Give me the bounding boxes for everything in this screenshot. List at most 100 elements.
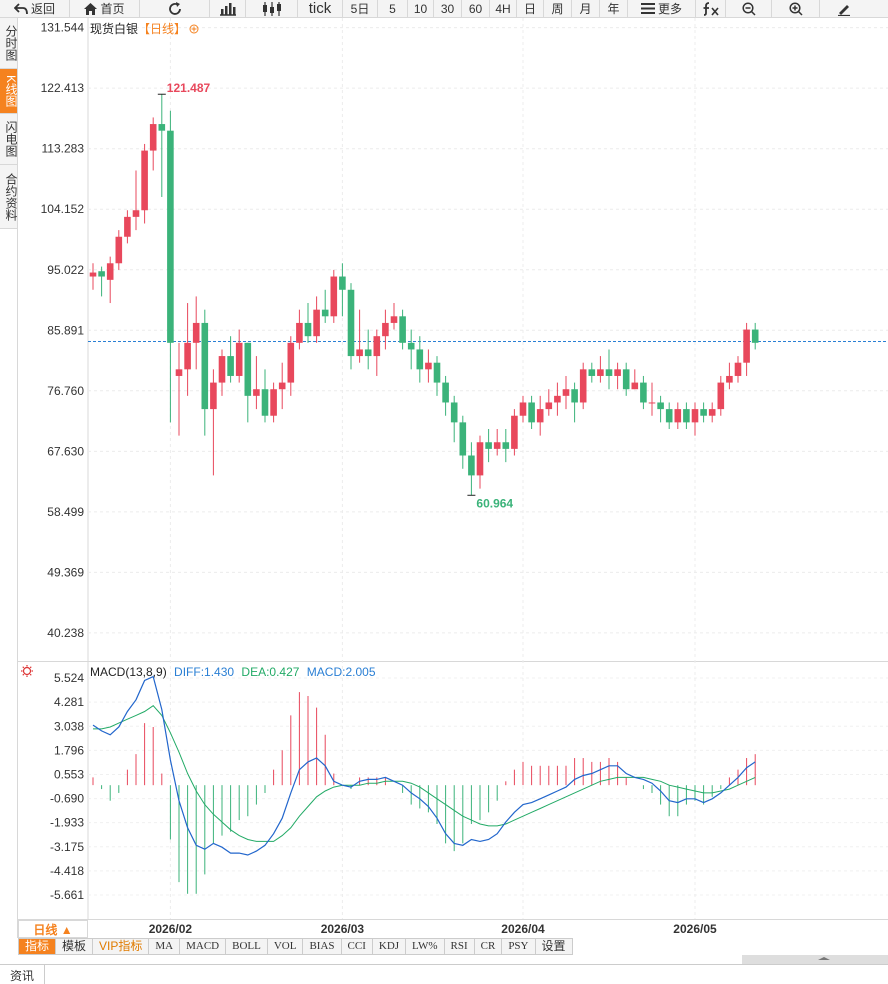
candle-body <box>278 382 286 390</box>
settings-gear-tooth <box>22 673 25 676</box>
indicator-tab-14[interactable]: 设置 <box>535 938 573 955</box>
date-tick-label: 2026/04 <box>501 922 545 936</box>
price-tick-label: 85.891 <box>47 323 84 337</box>
candle-body <box>382 322 389 337</box>
candle-body <box>227 356 234 376</box>
tab-intraday[interactable]: 分时图 <box>0 18 18 69</box>
candle-style-button[interactable] <box>246 0 298 17</box>
kline-type-button[interactable] <box>210 0 246 17</box>
candle-body <box>347 289 355 357</box>
date-tick-label: 2026/02 <box>149 922 193 936</box>
settings-gear-tooth <box>29 673 32 676</box>
period-5day[interactable]: 5日 <box>343 0 378 17</box>
period-year[interactable]: 年 <box>600 0 628 17</box>
macd-macd-value: MACD:2.005 <box>306 665 376 679</box>
price-tick-label: 95.022 <box>47 263 84 277</box>
indicator-tab-0[interactable]: 指标 <box>18 938 57 955</box>
home-button[interactable]: 首页 <box>70 0 140 17</box>
tab-contract[interactable]: 合约资料 <box>0 165 18 229</box>
candle-body <box>433 362 441 383</box>
indicator-tab-2[interactable]: VIP指标 <box>93 938 150 955</box>
indicator-tab-3[interactable]: MA <box>149 938 181 955</box>
candle-body <box>657 402 664 410</box>
candle-body <box>683 409 690 423</box>
zoom-in-button[interactable] <box>772 0 820 17</box>
more-button[interactable]: 更多 <box>628 0 696 17</box>
candle-body <box>493 442 501 449</box>
candle-body <box>124 216 131 237</box>
candle-body <box>571 389 578 403</box>
indicator-tab-10[interactable]: LW% <box>406 938 445 955</box>
candle-body <box>98 271 105 277</box>
indicator-tab-9[interactable]: KDJ <box>372 938 407 955</box>
candle-body <box>674 409 682 423</box>
news-tab[interactable]: 资讯 <box>10 969 35 983</box>
candle-body <box>192 322 200 343</box>
price-tick-label: 104.152 <box>41 202 85 216</box>
chart-area[interactable]: 131.544 122.413 113.283 104.152 95.022 85.891… <box>18 18 888 938</box>
add-circle-icon[interactable] <box>189 24 199 34</box>
back-button[interactable]: 返回 <box>0 0 70 17</box>
indicator-tab-7[interactable]: BIAS <box>303 938 342 955</box>
candle-body <box>201 322 209 410</box>
candle-body <box>270 389 277 416</box>
zoom-in-icon <box>788 1 803 16</box>
candle-body <box>425 362 432 370</box>
settings-gear-icon[interactable] <box>22 666 32 676</box>
candle-body <box>614 369 621 376</box>
candle-body <box>321 309 329 317</box>
min-price-label: 60.964 <box>476 496 513 510</box>
indicator-tab-5[interactable]: BOLL <box>226 938 268 955</box>
candle-body <box>158 124 166 131</box>
bar-chart-icon <box>219 2 236 16</box>
period-selector-button[interactable]: 日线 ▲ <box>18 920 88 938</box>
period-30min[interactable]: 30 <box>434 0 462 17</box>
candle-body <box>751 329 759 343</box>
zoom-out-icon <box>741 1 756 16</box>
period-10min[interactable]: 10 <box>408 0 434 17</box>
function-icon <box>703 1 719 16</box>
period-60min[interactable]: 60 <box>462 0 490 17</box>
period-month[interactable]: 月 <box>572 0 600 17</box>
candle-body <box>89 272 97 277</box>
indicator-tab-12[interactable]: CR <box>474 938 503 955</box>
indicator-tab-13[interactable]: PSY <box>502 938 536 955</box>
candle-body <box>356 349 363 357</box>
indicator-tab-11[interactable]: RSI <box>444 938 475 955</box>
candle-body <box>304 322 312 337</box>
candle-body <box>743 329 750 363</box>
settings-gear-tooth <box>29 666 32 669</box>
candle-body <box>141 150 148 211</box>
scrollbar[interactable] <box>742 955 888 964</box>
bottom-divider <box>44 965 45 984</box>
price-tick-label: 49.369 <box>47 565 84 579</box>
candle-body <box>717 382 725 410</box>
period-tick[interactable]: tick <box>298 0 343 17</box>
candle-body <box>373 336 381 357</box>
period-5min[interactable]: 5 <box>378 0 408 17</box>
candle-body <box>622 369 630 390</box>
indicator-tab-4[interactable]: MACD <box>180 938 227 955</box>
price-tick-label: 40.238 <box>47 626 84 640</box>
menu-icon <box>640 3 655 14</box>
formula-button[interactable] <box>696 0 726 17</box>
dea-line <box>93 705 756 842</box>
period-week[interactable]: 周 <box>544 0 572 17</box>
tab-flash[interactable]: 闪电图 <box>0 114 18 165</box>
indicator-tab-6[interactable]: VOL <box>267 938 304 955</box>
period-day[interactable]: 日 <box>517 0 544 17</box>
macd-tick-label: -3.175 <box>50 840 84 854</box>
indicator-tab-8[interactable]: CCI <box>341 938 373 955</box>
draw-button[interactable] <box>820 0 868 17</box>
max-price-label: 121.487 <box>167 81 211 95</box>
indicator-tab-1[interactable]: 模板 <box>56 938 94 955</box>
candle-body <box>296 322 303 343</box>
bottom-bar: 资讯 <box>0 964 888 984</box>
refresh-icon <box>168 1 181 15</box>
refresh-button[interactable] <box>140 0 210 17</box>
zoom-out-button[interactable] <box>726 0 772 17</box>
tab-kline[interactable]: K线图 <box>0 69 18 114</box>
candle-body <box>330 276 338 317</box>
period-4h[interactable]: 4H <box>490 0 517 17</box>
candle-body <box>399 316 406 343</box>
